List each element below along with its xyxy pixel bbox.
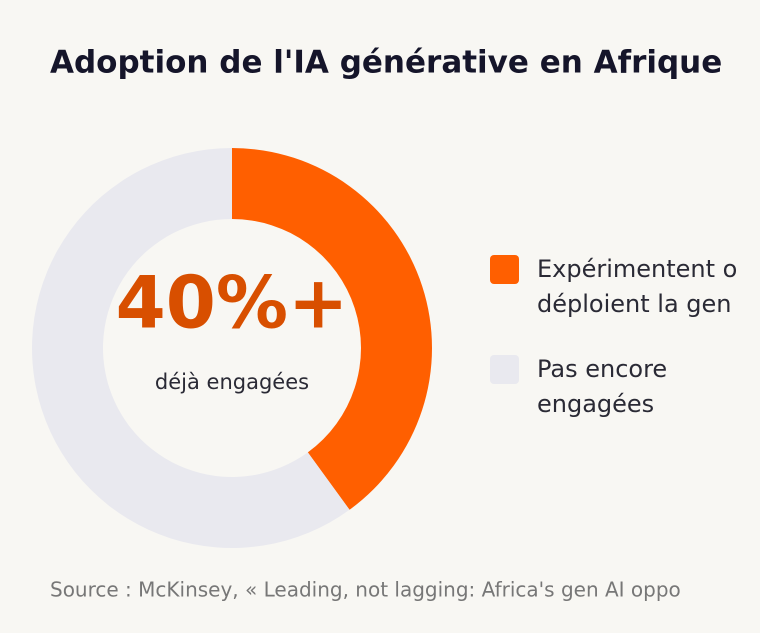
donut [31,148,432,548]
chart-title: Adoption de l'IA générative en Afrique [50,45,722,81]
legend-label: engagées [537,390,654,418]
center-label: 40%+ [116,261,349,345]
legend-label: Pas encore [537,355,667,383]
donut-segment [232,148,432,510]
legend-label: Expérimentent o [537,255,737,283]
legend-swatch [490,255,519,284]
center-sublabel: déjà engagées [155,370,309,394]
donut-segment [31,148,350,548]
legend-swatch [490,355,519,384]
source-note: Source : McKinsey, « Leading, not laggin… [50,578,681,602]
legend-label: déploient la gen [537,290,731,318]
legend: Expérimentent o déploient la gen Pas encor… [490,255,737,418]
